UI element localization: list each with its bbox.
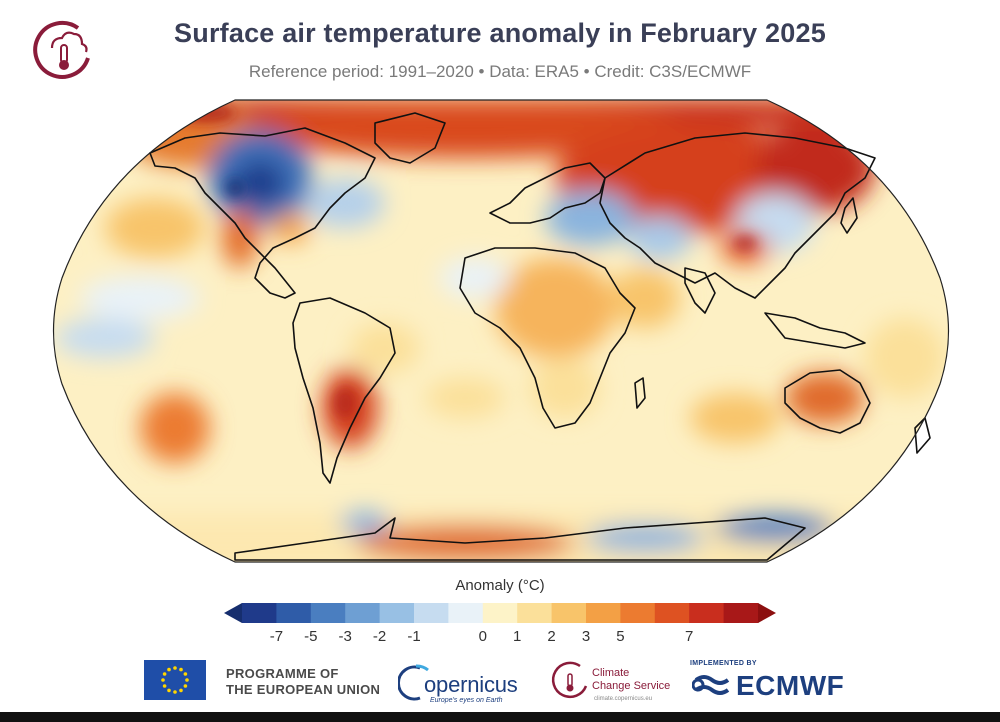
colorbar-swatch <box>276 603 312 623</box>
colorbar-tick-label: 0 <box>478 628 487 645</box>
colorbar-swatch <box>242 603 277 623</box>
copernicus-name: opernicus <box>424 672 518 697</box>
colorbar-tick-label: 5 <box>616 628 625 645</box>
anomaly-map <box>45 98 957 564</box>
c3s-thermometer-cloud-icon <box>33 20 90 79</box>
ecmwf-name: ECMWF <box>736 670 845 701</box>
colorbar-low-arrow <box>224 603 242 623</box>
eu-star-icon <box>162 672 167 676</box>
bottom-rule <box>0 712 1000 722</box>
colorbar-swatch <box>482 603 518 623</box>
map-title: Surface air temperature anomaly in Febru… <box>174 18 826 48</box>
colorbar-tick-label: 1 <box>513 628 522 645</box>
colorbar-tick-label: -1 <box>407 628 421 645</box>
colorbar-tick-label: 3 <box>581 628 591 645</box>
colorbar-swatch <box>448 603 484 623</box>
colorbar-label: Anomaly (°C) <box>455 577 545 594</box>
c3s-line-2: Change Service <box>592 680 671 692</box>
colorbar-tick-label: -2 <box>372 628 387 645</box>
colorbar-tick-label: 2 <box>547 628 556 645</box>
c3s-url: climate.copernicus.eu <box>594 696 653 702</box>
colorbar-swatch <box>379 603 415 623</box>
colorbar-tick-label: -5 <box>304 628 318 645</box>
colorbar-swatch <box>689 603 725 623</box>
eu-flag-icon <box>144 660 206 700</box>
eu-star-icon <box>179 667 183 672</box>
eu-line-1: PROGRAMME OF <box>226 666 339 681</box>
eu-star-icon <box>179 688 183 693</box>
eu-line-2: THE EUROPEAN UNION <box>226 682 381 697</box>
eu-star-icon <box>161 678 165 682</box>
eu-star-icon <box>183 672 188 676</box>
colorbar <box>224 603 776 623</box>
colorbar-swatch <box>310 603 346 623</box>
colorbar-swatch <box>517 603 553 623</box>
colorbar-tick-label: 7 <box>685 628 694 645</box>
colorbar-tick-label: -3 <box>338 628 352 645</box>
globe-outline <box>52 99 950 563</box>
colorbar-swatch <box>620 603 656 623</box>
colorbar-swatch <box>654 603 690 623</box>
eu-programme-text: PROGRAMME OF THE EUROPEAN UNION <box>226 666 380 698</box>
eu-star-icon <box>185 678 189 682</box>
eu-star-icon <box>167 667 171 672</box>
c3s-text: Climate Change Service <box>592 667 670 693</box>
colorbar-tick-label: -7 <box>269 628 284 645</box>
ecmwf-wave-icon <box>692 675 730 695</box>
c3s-logo-icon <box>551 661 588 699</box>
eu-star-icon <box>167 688 171 693</box>
c3s-line-1: Climate <box>592 667 630 679</box>
eu-star-icon <box>183 684 188 688</box>
eu-star-icon <box>173 690 177 694</box>
eu-star-icon <box>162 684 167 688</box>
copernicus-tagline: Europe's eyes on Earth <box>430 697 503 704</box>
map-subtitle: Reference period: 1991–2020 • Data: ERA5… <box>248 62 752 81</box>
coastlines <box>149 112 931 561</box>
colorbar-swatch <box>345 603 381 623</box>
colorbar-swatch <box>551 603 587 623</box>
colorbar-swatch <box>414 603 449 623</box>
copernicus-ring-icon <box>398 664 429 701</box>
implemented-by-label: IMPLEMENTED BY <box>690 660 757 667</box>
eu-star-icon <box>173 666 177 670</box>
anomaly-field <box>53 100 949 562</box>
colorbar-high-arrow <box>758 603 776 623</box>
colorbar-swatch <box>586 603 621 623</box>
colorbar-swatch <box>723 603 759 623</box>
